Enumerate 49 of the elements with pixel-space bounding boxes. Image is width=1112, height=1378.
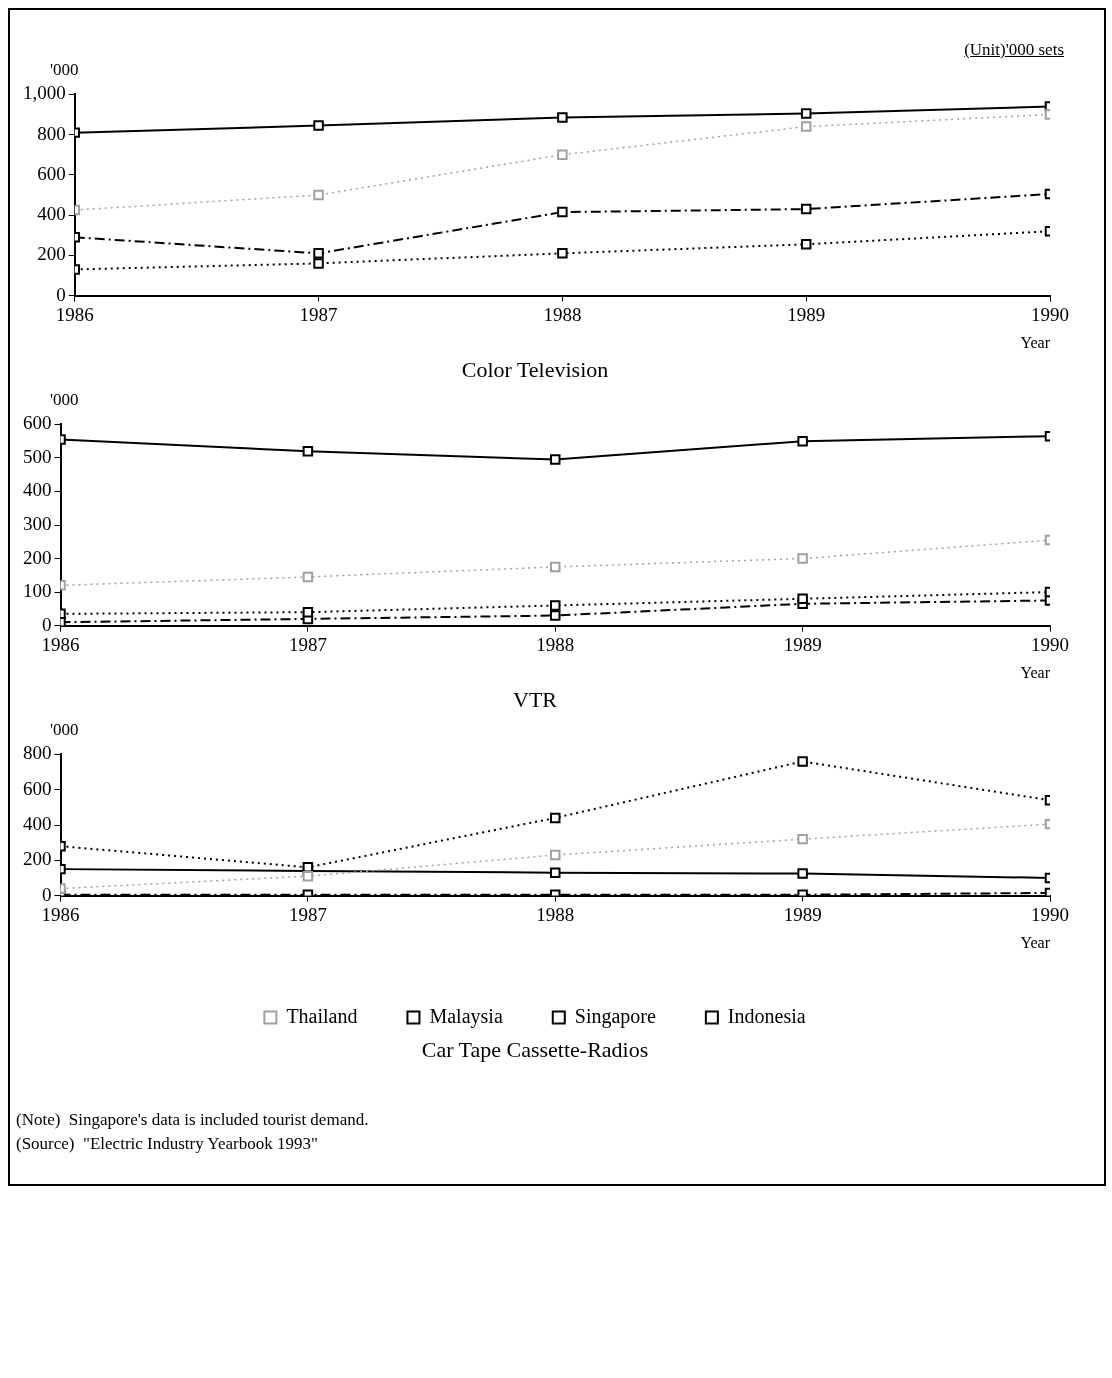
y-tick-label: 0 bbox=[42, 883, 52, 905]
x-tick-label: 1988 bbox=[536, 903, 575, 925]
y-tick-label: 800 bbox=[37, 122, 66, 144]
x-tick-label: 1989 bbox=[787, 303, 826, 325]
x-tick-label: 1990 bbox=[1031, 633, 1069, 655]
y-tick-label: 200 bbox=[23, 546, 52, 568]
x-axis-title: Year bbox=[1020, 334, 1051, 352]
x-tick-label: 1987 bbox=[288, 633, 327, 655]
text: (Source) "Electric Industry Yearbook 1993" bbox=[15, 1134, 319, 1154]
x-tick-label: 1987 bbox=[299, 303, 338, 325]
legend-label: Malaysia bbox=[429, 1004, 503, 1028]
y-axis-title: '000 bbox=[49, 720, 80, 740]
y-tick-label: 100 bbox=[23, 580, 52, 602]
y-tick-label: 600 bbox=[23, 777, 52, 799]
legend-label: Thailand bbox=[286, 1004, 358, 1027]
x-tick-label: 1988 bbox=[536, 633, 575, 655]
y-axis-title: '000 bbox=[49, 390, 80, 410]
y-tick-label: 0 bbox=[42, 613, 52, 635]
y-tick-label: 400 bbox=[37, 203, 66, 225]
text: (Unit)'000 sets bbox=[963, 40, 1065, 60]
y-tick-label: 600 bbox=[37, 162, 66, 184]
text: Color Television bbox=[461, 356, 609, 382]
x-tick-label: 1989 bbox=[783, 903, 822, 925]
text: (Note) Singapore's data is included tourist demand. bbox=[15, 1110, 370, 1130]
x-tick-label: 1987 bbox=[288, 903, 327, 925]
y-tick-label: 200 bbox=[37, 243, 66, 265]
x-tick-label: 1990 bbox=[1031, 903, 1069, 925]
legend-label: Indonesia bbox=[727, 1004, 806, 1027]
y-axis-title: '000 bbox=[49, 60, 80, 80]
x-tick-label: 1986 bbox=[41, 903, 80, 925]
y-tick-label: 600 bbox=[23, 412, 52, 434]
x-axis-title: Year bbox=[1020, 934, 1051, 952]
x-axis-title: Year bbox=[1020, 664, 1051, 682]
y-tick-label: 400 bbox=[23, 479, 52, 501]
y-tick-label: 500 bbox=[23, 445, 52, 467]
y-tick-label: 300 bbox=[23, 512, 52, 534]
y-tick-label: 400 bbox=[23, 812, 52, 834]
x-tick-label: 1990 bbox=[1031, 303, 1069, 325]
legend-label: Singapore bbox=[574, 1004, 656, 1028]
y-tick-label: 800 bbox=[23, 742, 52, 764]
x-tick-label: 1988 bbox=[543, 303, 582, 325]
y-tick-label: 200 bbox=[23, 848, 52, 870]
text: VTR bbox=[513, 686, 558, 712]
x-tick-label: 1986 bbox=[55, 303, 94, 325]
x-tick-label: 1986 bbox=[41, 633, 80, 655]
y-tick-label: 0 bbox=[56, 283, 66, 305]
x-tick-label: 1989 bbox=[783, 633, 822, 655]
text: Car Tape Cassette-Radios bbox=[421, 1036, 649, 1062]
y-tick-label: 1,000 bbox=[23, 82, 66, 104]
